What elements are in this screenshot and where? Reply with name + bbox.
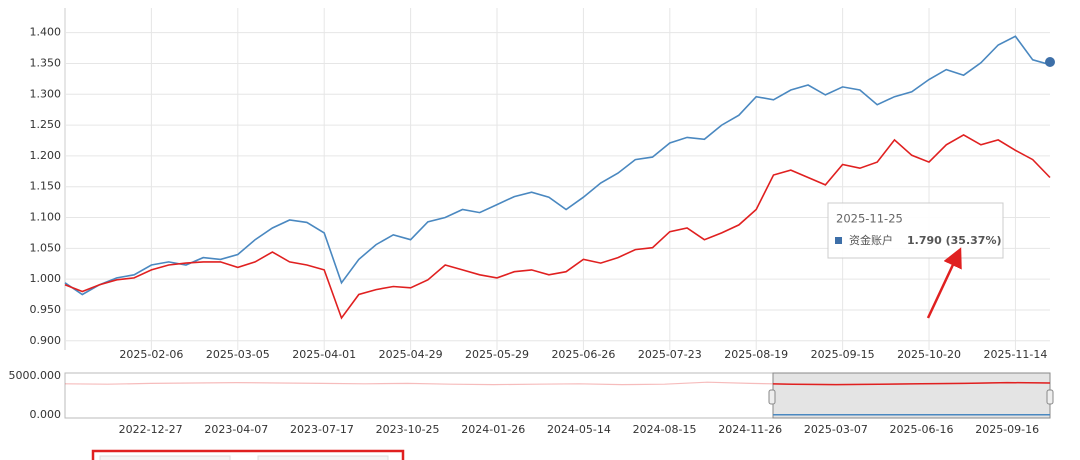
x-tick-label: 2025-09-15 — [811, 348, 875, 361]
y-tick-label: 1.350 — [30, 56, 62, 69]
y-tick-label: 1.300 — [30, 87, 62, 100]
y-tick-label: 1.000 — [30, 272, 62, 285]
series-line — [64, 35, 1051, 296]
x-tick-label: 2025-02-06 — [119, 348, 183, 361]
y-tick-label: 5000.000 — [9, 369, 62, 382]
x-tick-label: 2023-10-25 — [376, 423, 440, 436]
x-tick-label: 2023-04-07 — [204, 423, 268, 436]
x-tick-label: 2022-12-27 — [119, 423, 183, 436]
x-tick-label: 2024-08-15 — [633, 423, 697, 436]
x-tick-label: 2025-07-23 — [638, 348, 702, 361]
navigator-handle[interactable] — [1046, 389, 1054, 405]
x-tick-label: 2025-06-26 — [551, 348, 615, 361]
y-tick-label: 0.000 — [30, 408, 62, 421]
navigator-selection[interactable] — [772, 372, 1051, 419]
x-tick-label: 2025-03-07 — [804, 423, 868, 436]
flag-marker — [1045, 57, 1055, 67]
x-tick-label: 2025-03-05 — [206, 348, 270, 361]
x-tick-label: 2024-11-26 — [718, 423, 782, 436]
y-tick-label: 0.900 — [30, 334, 62, 347]
x-tick-label: 2025-10-20 — [897, 348, 961, 361]
button[interactable] — [257, 455, 389, 460]
navigator-handle[interactable] — [768, 389, 776, 405]
x-tick-label: 2024-05-14 — [547, 423, 611, 436]
tooltip-value: 1.790 (35.37%) — [907, 234, 1002, 247]
series-line — [64, 133, 1051, 320]
y-tick-label: 1.100 — [30, 211, 62, 224]
x-tick-label: 2025-11-14 — [983, 348, 1047, 361]
y-tick-label: 1.050 — [30, 241, 62, 254]
tooltip: 2025-11-25 资金账户 1.790 (35.37%) — [827, 202, 1004, 259]
tooltip-title: 2025-11-25 — [836, 212, 903, 226]
y-tick-label: 1.250 — [30, 118, 62, 131]
x-tick-label: 2025-08-19 — [724, 348, 788, 361]
button[interactable] — [99, 455, 231, 460]
y-tick-label: 1.150 — [30, 180, 62, 193]
tooltip-box — [827, 202, 1004, 259]
tooltip-swatch — [835, 237, 842, 244]
x-tick-label: 2025-04-29 — [379, 348, 443, 361]
y-tick-label: 0.950 — [30, 303, 62, 316]
highlight-box — [91, 449, 405, 460]
tooltip-name: 资金账户 — [849, 233, 893, 247]
x-tick-label: 2023-07-17 — [290, 423, 354, 436]
x-tick-label: 2025-06-16 — [890, 423, 954, 436]
x-tick-label: 2025-04-01 — [292, 348, 356, 361]
navigator-line — [773, 381, 1050, 386]
y-tick-label: 1.400 — [30, 26, 62, 39]
x-tick-label: 2024-01-26 — [461, 423, 525, 436]
y-tick-label: 1.200 — [30, 149, 62, 162]
x-tick-label: 2025-09-16 — [975, 423, 1039, 436]
x-tick-label: 2025-05-29 — [465, 348, 529, 361]
annotation-arrow — [926, 247, 962, 319]
